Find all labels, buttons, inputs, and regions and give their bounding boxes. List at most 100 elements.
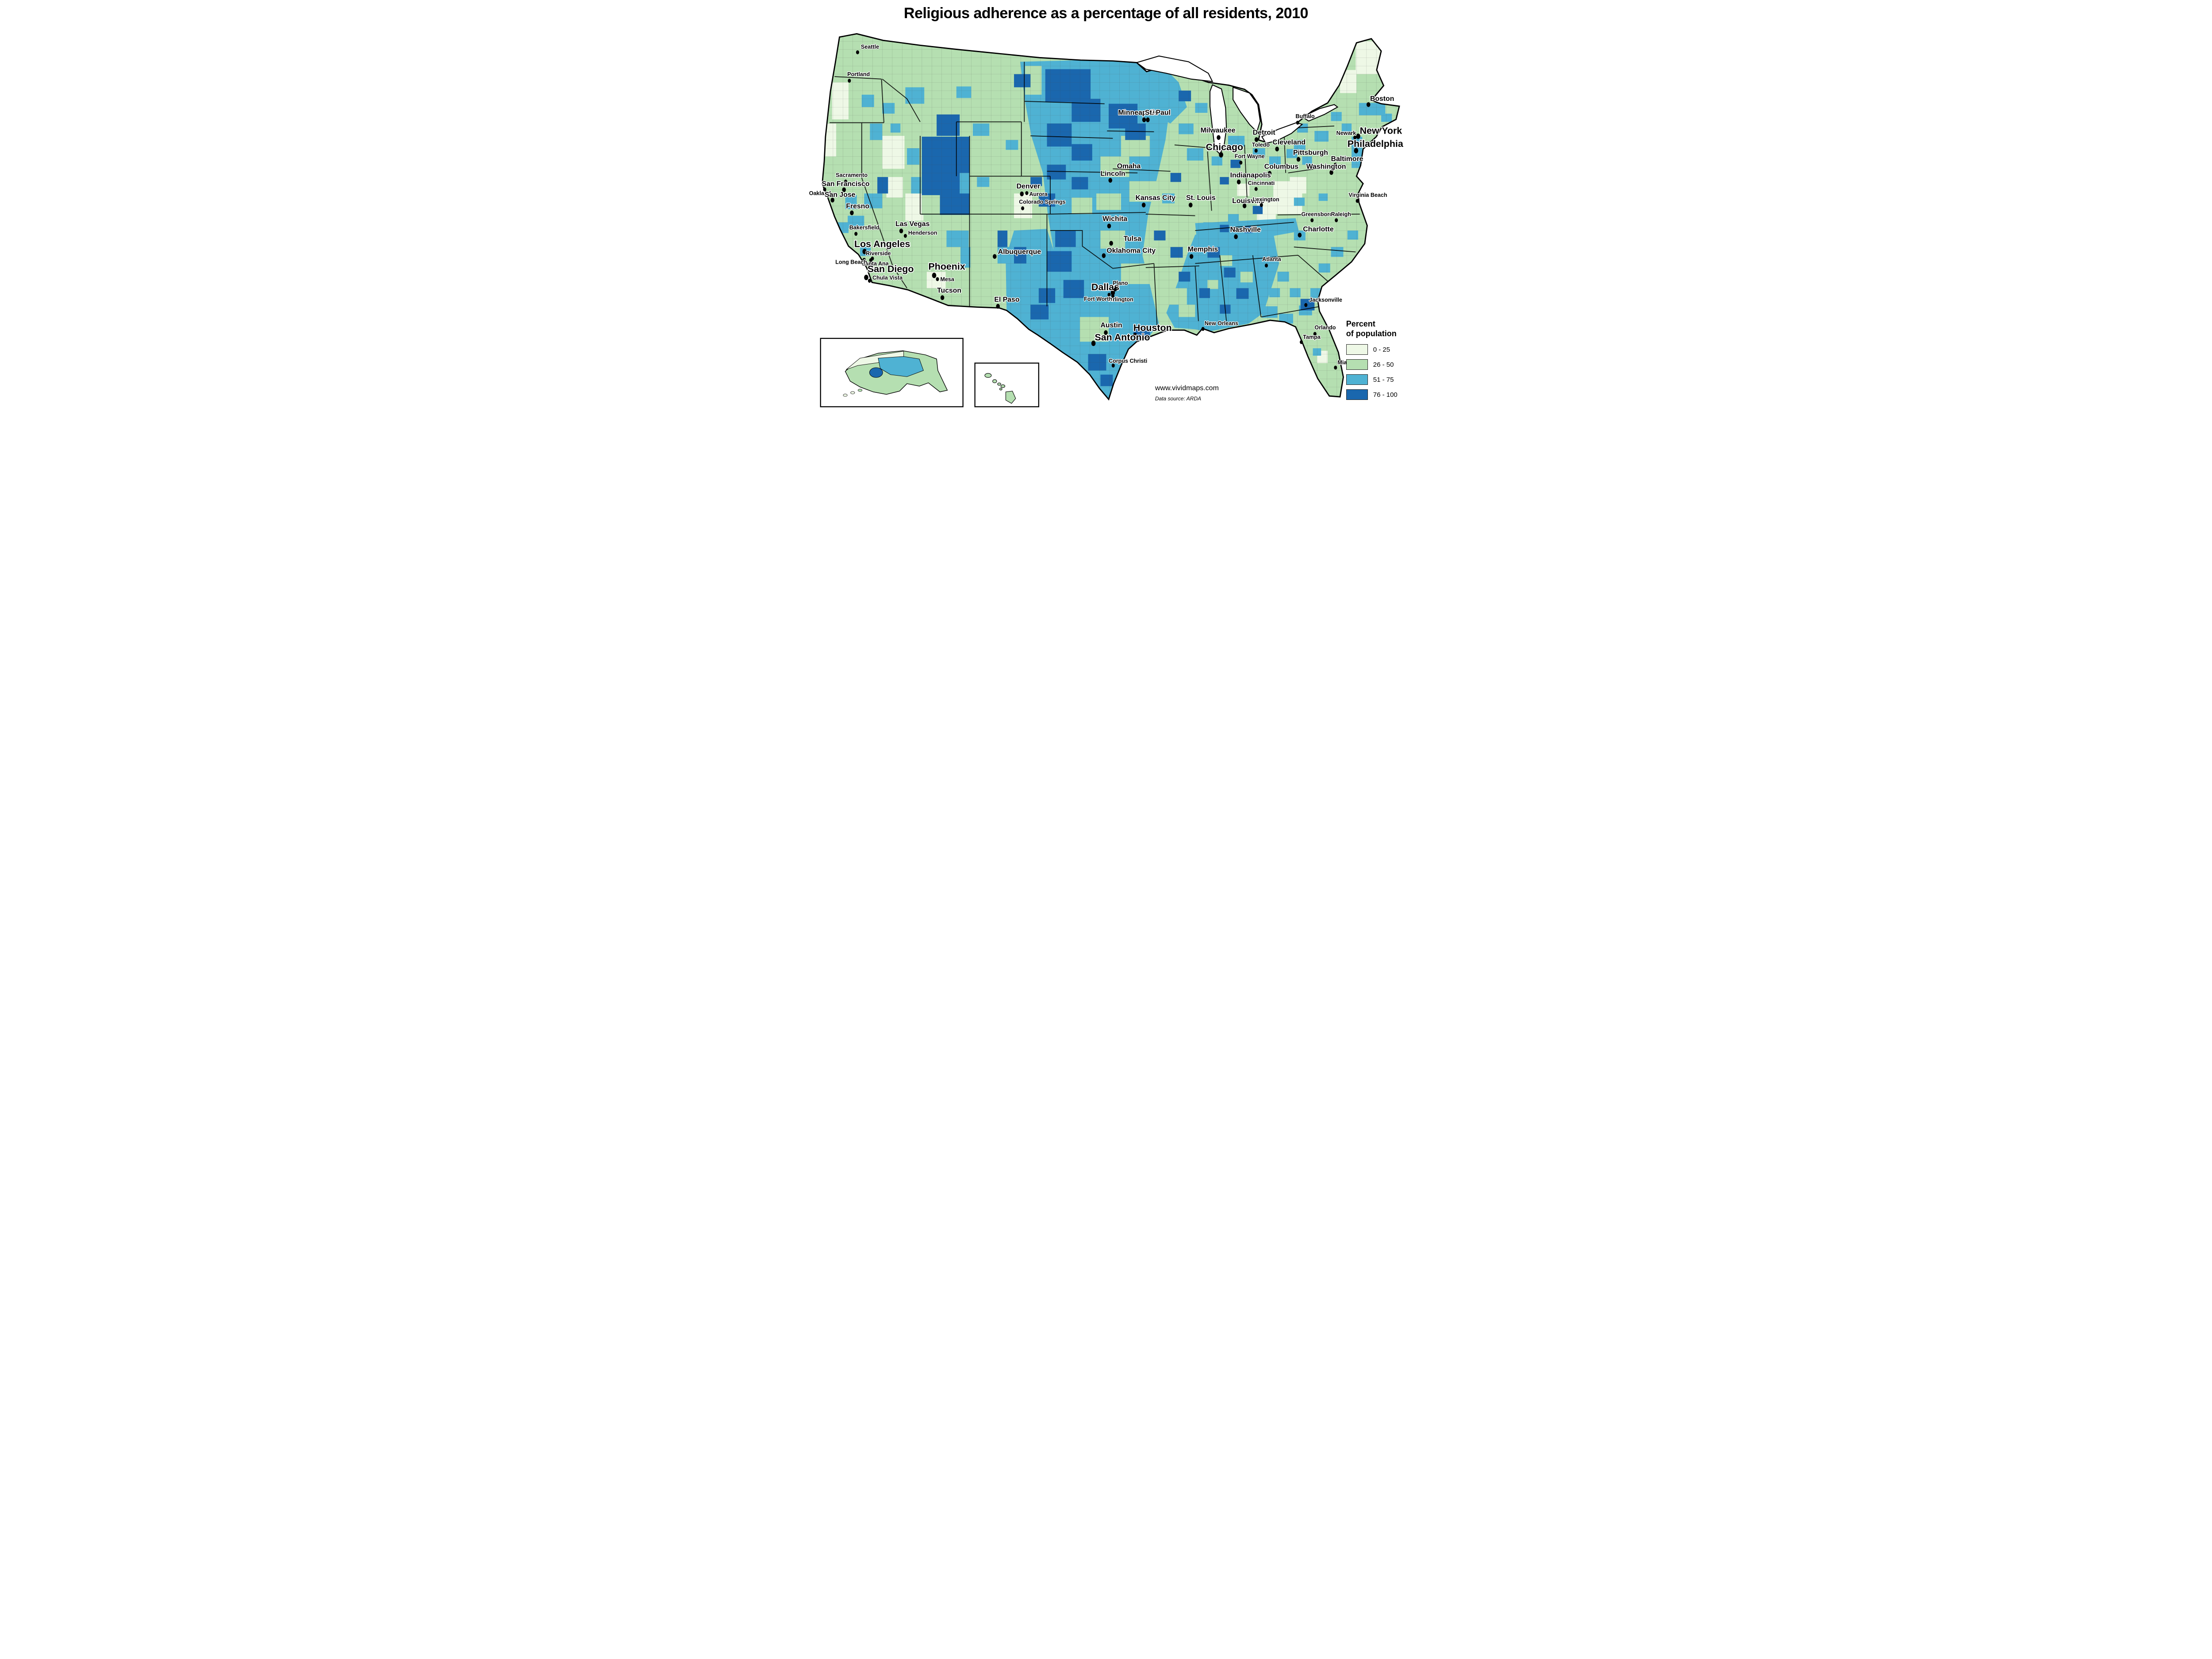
legend-label: 0 - 25 <box>1373 346 1390 353</box>
city-dot <box>1107 292 1111 297</box>
city-dot <box>823 187 826 192</box>
city-dot <box>1111 294 1114 298</box>
city-label: Nashville <box>1230 226 1261 234</box>
city-dot <box>1313 332 1317 336</box>
legend-row: 51 - 75 <box>1346 374 1398 385</box>
city-label: Milwaukee <box>1200 127 1235 134</box>
city-label: Virginia Beach <box>1348 192 1387 198</box>
city-dot <box>1296 157 1300 162</box>
city-dot <box>1237 179 1240 184</box>
city-label: Columbus <box>1264 163 1298 171</box>
city-dot <box>1107 223 1111 229</box>
city-label: Arlington <box>1109 296 1133 303</box>
source-site-link[interactable]: www.vividmaps.com <box>1155 384 1219 392</box>
us-mainland-outline <box>821 33 1400 401</box>
city-label: Chicago <box>1206 142 1243 153</box>
legend-row: 26 - 50 <box>1346 359 1398 370</box>
city-label: Denver <box>1016 183 1040 190</box>
city-label: Newark <box>1336 130 1356 136</box>
city-label: Plano <box>1113 280 1128 286</box>
city-label: Bakersfield <box>849 224 879 230</box>
city-dot <box>1216 135 1221 140</box>
city-dot <box>1133 333 1137 338</box>
city-dot <box>1333 162 1337 168</box>
city-label: Corpus Christi <box>1109 358 1147 364</box>
city-dot <box>1025 191 1028 195</box>
hawaii-inset <box>974 362 1039 407</box>
city-dot <box>844 179 847 184</box>
source-note: Data source: ARDA <box>1155 395 1202 402</box>
city-label: Austin <box>1100 322 1122 329</box>
great-lakes <box>1135 55 1338 155</box>
city-label: San Francisco <box>822 180 869 188</box>
city-dot <box>1141 203 1145 207</box>
city-dot <box>1267 171 1271 176</box>
legend-title-line1: Percent <box>1346 319 1375 329</box>
legend-label: 26 - 50 <box>1373 361 1394 369</box>
city-label: Los Angeles <box>854 238 910 249</box>
city-label: Omaha <box>1117 163 1141 170</box>
city-dot <box>1233 234 1238 239</box>
city-label: Las Vegas <box>895 220 929 228</box>
city-dot <box>1366 102 1370 107</box>
city-label: San Antonio <box>1094 332 1150 343</box>
city-label: Tampa <box>1303 334 1321 340</box>
city-dot <box>856 50 859 54</box>
city-label: Greensboro <box>1301 211 1333 218</box>
legend-label: 76 - 100 <box>1373 391 1398 399</box>
city-dot <box>1189 254 1193 259</box>
city-label: San Diego <box>867 264 914 274</box>
city-dot <box>1103 330 1108 335</box>
city-label: Colorado Springs <box>1019 199 1065 205</box>
us-choropleth-map: Seattle Portland Sacramento San Francisco Oa… <box>808 33 1404 407</box>
city-label: New Orleans <box>1204 320 1238 326</box>
city-label: Mesa <box>940 276 954 283</box>
city-dot <box>1264 263 1268 268</box>
city-label: Washington <box>1306 163 1346 171</box>
city-label: Lexington <box>1252 196 1279 203</box>
city-label: St. Paul <box>1144 109 1170 117</box>
legend-swatch <box>1346 344 1368 355</box>
city-dot <box>1329 170 1333 175</box>
city-label: El Paso <box>994 296 1019 303</box>
source-block: www.vividmaps.com Data source: ARDA <box>1155 384 1219 402</box>
city-label: Charlotte <box>1303 226 1334 233</box>
page-title: Religious adherence as a percentage of a… <box>904 5 1308 22</box>
city-label: Seattle <box>860 44 879 50</box>
city-dot <box>1296 120 1299 125</box>
city-dot <box>1353 135 1356 140</box>
legend-swatch <box>1346 374 1368 385</box>
city-label: Orlando <box>1314 324 1336 330</box>
legend-title: Percent of population <box>1346 319 1398 339</box>
city-label: Tulsa <box>1123 235 1141 242</box>
city-dot <box>862 257 866 262</box>
city-label: Toledo <box>1252 142 1270 148</box>
legend-row: 0 - 25 <box>1346 344 1398 355</box>
city-label: Minneapolis <box>1118 109 1158 117</box>
legend: Percent of population 0 - 25 26 - 50 51 - 7… <box>1346 319 1398 404</box>
city-dot <box>1275 146 1279 152</box>
city-dot <box>1145 117 1150 123</box>
city-label: Henderson <box>908 230 937 236</box>
city-dot <box>1102 253 1106 258</box>
city-dot <box>1109 241 1113 246</box>
city-dot <box>862 249 867 254</box>
city-dot <box>847 78 851 83</box>
alaska-inset <box>820 338 964 407</box>
city-dot <box>864 275 868 280</box>
city-dot <box>899 228 903 234</box>
city-dot <box>1242 203 1246 208</box>
legend-swatch <box>1346 389 1368 400</box>
city-label: Kansas City <box>1135 194 1175 202</box>
city-dot <box>1254 137 1258 142</box>
city-label: Oakland <box>809 190 831 196</box>
city-dot <box>940 295 944 300</box>
city-dot <box>830 197 834 203</box>
city-dot <box>903 234 907 238</box>
legend-row: 76 - 100 <box>1346 389 1398 400</box>
city-dot <box>992 254 997 259</box>
city-dot <box>1260 203 1263 207</box>
city-dot <box>1113 287 1117 292</box>
city-dot <box>1356 199 1359 203</box>
city-label: Lincoln <box>1100 170 1125 177</box>
